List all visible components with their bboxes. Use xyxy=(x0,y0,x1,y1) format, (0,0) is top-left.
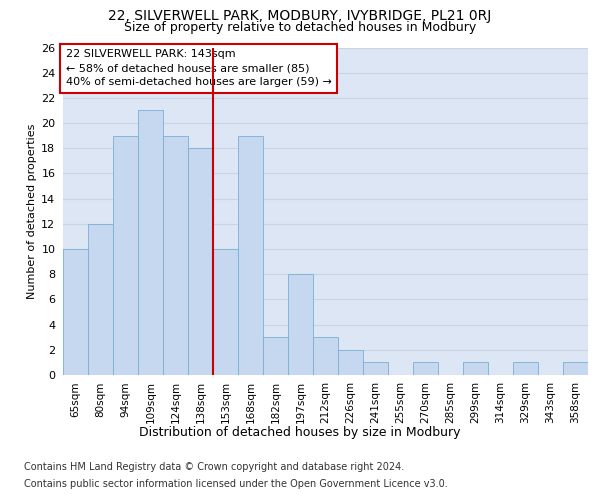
Bar xyxy=(413,362,438,375)
Bar xyxy=(338,350,363,375)
Bar xyxy=(263,337,288,375)
Bar xyxy=(363,362,388,375)
Bar xyxy=(88,224,113,375)
Bar xyxy=(63,249,88,375)
Bar xyxy=(213,249,238,375)
Text: 22 SILVERWELL PARK: 143sqm
← 58% of detached houses are smaller (85)
40% of semi: 22 SILVERWELL PARK: 143sqm ← 58% of deta… xyxy=(65,49,331,87)
Bar xyxy=(463,362,488,375)
Bar xyxy=(163,136,188,375)
Bar xyxy=(238,136,263,375)
Bar xyxy=(113,136,138,375)
Text: Contains HM Land Registry data © Crown copyright and database right 2024.: Contains HM Land Registry data © Crown c… xyxy=(24,462,404,472)
Bar xyxy=(188,148,213,375)
Bar xyxy=(563,362,588,375)
Text: 22, SILVERWELL PARK, MODBURY, IVYBRIDGE, PL21 0RJ: 22, SILVERWELL PARK, MODBURY, IVYBRIDGE,… xyxy=(109,9,491,23)
Text: Size of property relative to detached houses in Modbury: Size of property relative to detached ho… xyxy=(124,21,476,34)
Bar xyxy=(313,337,338,375)
Bar xyxy=(288,274,313,375)
Text: Contains public sector information licensed under the Open Government Licence v3: Contains public sector information licen… xyxy=(24,479,448,489)
Bar xyxy=(513,362,538,375)
Text: Distribution of detached houses by size in Modbury: Distribution of detached houses by size … xyxy=(139,426,461,439)
Y-axis label: Number of detached properties: Number of detached properties xyxy=(27,124,37,299)
Bar xyxy=(138,110,163,375)
